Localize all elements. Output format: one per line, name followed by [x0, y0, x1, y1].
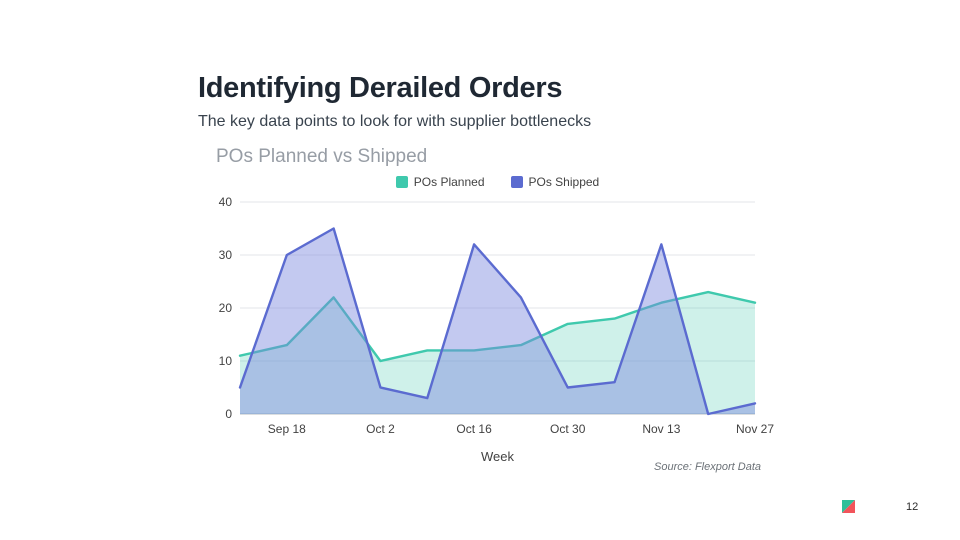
y-tick-label: 10: [219, 354, 233, 368]
x-tick-label: Nov 13: [642, 422, 680, 436]
slide-subtitle: The key data points to look for with sup…: [198, 113, 592, 130]
y-tick-label: 30: [219, 248, 233, 262]
chart-legend: POs Planned POs Shipped: [240, 175, 755, 189]
logo-red-shape: [842, 500, 855, 513]
x-tick-label: Nov 27: [736, 422, 774, 436]
area-series-1: [240, 228, 755, 414]
area-chart: 0 10 20 30 40 Sep 18 Oct 2 Oct 16 Oct 30 Nov 13 No…: [219, 195, 775, 436]
legend-swatch-planned: [395, 176, 408, 188]
x-tick-label: Oct 2: [366, 422, 395, 436]
slide-title: Identifying Derailed Orders: [198, 72, 563, 104]
source-note: Source: Flexport Data: [654, 461, 761, 473]
legend-label-planned: POs Planned: [413, 175, 485, 189]
flexport-logo-icon: [842, 500, 855, 513]
x-axis-title: Week: [481, 449, 514, 464]
legend-label-shipped: POs Shipped: [528, 175, 600, 189]
x-tick-label: Oct 16: [456, 422, 492, 436]
legend-item-pos-shipped: POs Shipped: [510, 175, 600, 189]
x-tick-label: Sep 18: [268, 422, 306, 436]
line-series-1: [238, 227, 757, 416]
line-series-0: [238, 290, 757, 363]
area-series-0: [240, 292, 755, 414]
y-tick-label: 0: [225, 407, 232, 421]
x-tick-label: Oct 30: [550, 422, 586, 436]
page-number: 12: [906, 501, 919, 513]
y-tick-label: 20: [219, 301, 233, 315]
chart-title: POs Planned vs Shipped: [216, 146, 428, 167]
y-tick-label: 40: [219, 195, 233, 209]
legend-swatch-shipped: [510, 176, 523, 188]
legend-item-pos-planned: POs Planned: [395, 175, 485, 189]
